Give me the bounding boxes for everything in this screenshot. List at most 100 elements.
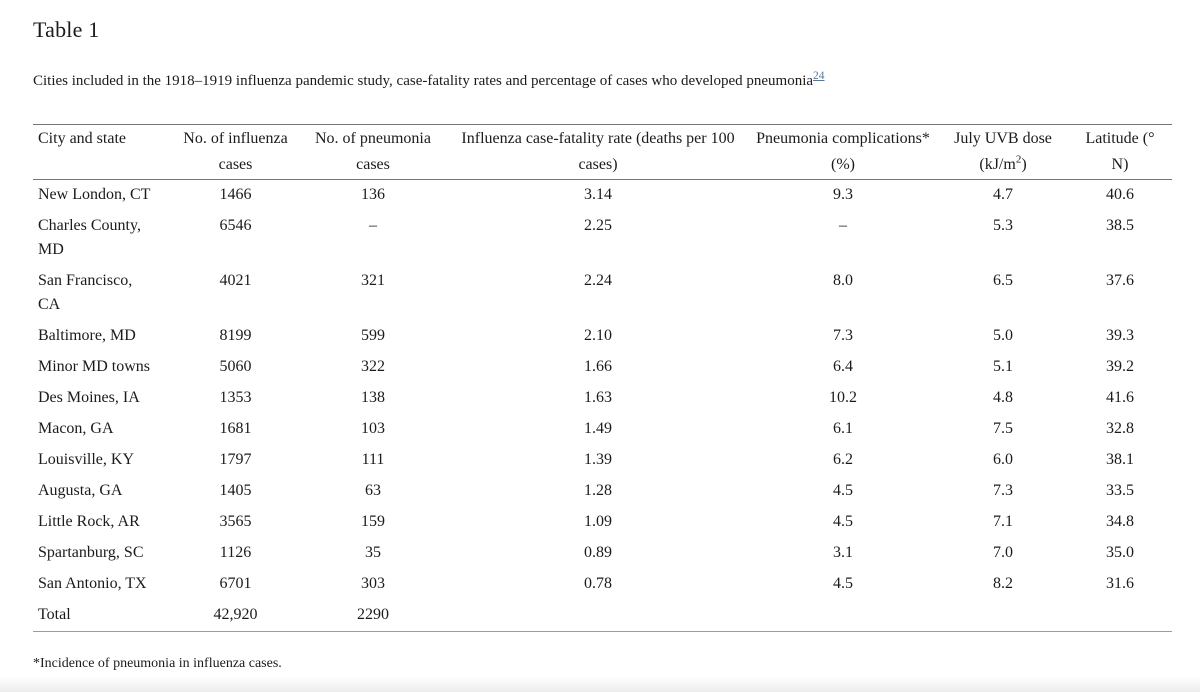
caption-reference-link[interactable]: 24 [813,70,825,82]
value-cell: 4.7 [993,186,1013,203]
column-header: July UVB dose (kJ/m2) [954,130,1052,173]
value-cell: 34.8 [1106,513,1134,530]
value-cell [938,600,1068,632]
value-cell: 159 [361,513,385,530]
column-header: Latitude (° N) [1085,130,1155,173]
value-cell: – [369,217,377,234]
table-row: Little Rock, AR 3565 159 1.09 4.5 7.1 34.8 [33,507,1172,538]
value-cell: 1797 [219,451,252,468]
value-cell: 1.49 [584,420,612,437]
value-cell: 1.09 [584,513,612,530]
page-content: Table 1 Cities included in the 1918–1919… [33,17,1172,671]
value-cell: 1.28 [584,482,612,499]
value-cell: 322 [361,358,385,375]
value-cell: 35.0 [1106,544,1134,561]
value-cell: 5.3 [993,217,1013,234]
value-cell: 32.8 [1106,420,1134,437]
value-cell: 7.3 [993,482,1013,499]
table-row: San Antonio, TX 6701 303 0.78 4.5 8.2 31.6 [33,569,1172,600]
column-header: No. of pneumonia cases [315,130,431,173]
value-cell: 6546 [219,217,252,234]
column-header: No. of influenza cases [183,130,288,173]
value-cell: 4.5 [833,575,853,592]
city-cell: San Antonio, TX [38,575,147,592]
value-cell: 1405 [219,482,252,499]
value-cell: 4021 [219,272,252,289]
value-cell: 31.6 [1106,575,1134,592]
city-cell: San Francisco, CA [38,272,133,313]
city-cell: Baltimore, MD [38,327,136,344]
value-cell: 3.14 [584,186,612,203]
value-cell: 2.24 [584,272,612,289]
value-cell: 1.39 [584,451,612,468]
value-cell: 136 [361,186,385,203]
value-cell: 138 [361,389,385,406]
data-table: City and state No. of influenza cases No. … [33,124,1172,632]
city-cell: New London, CT [38,186,151,203]
value-cell: 4.8 [993,389,1013,406]
table-row: Charles County, MD 6546 – 2.25 – 5.3 38.5 [33,211,1172,266]
value-cell: 6701 [219,575,252,592]
table-row: Spartanburg, SC 1126 35 0.89 3.1 7.0 35.0 [33,538,1172,569]
value-cell: 38.1 [1106,451,1134,468]
column-header: Pneumonia complications* (%) [756,130,930,173]
value-cell: 6.1 [833,420,853,437]
value-cell: 4.5 [833,513,853,530]
city-cell: Louisville, KY [38,451,134,468]
value-cell: 8199 [219,327,252,344]
value-cell: 41.6 [1106,389,1134,406]
value-cell: 63 [365,482,381,499]
value-cell: 0.89 [584,544,612,561]
value-cell: 321 [361,272,385,289]
value-cell: 42,920 [213,606,258,623]
value-cell: 1.63 [584,389,612,406]
city-cell: Macon, GA [38,420,114,437]
city-cell: Total [38,606,71,623]
value-cell: 6.0 [993,451,1013,468]
value-cell: 7.0 [993,544,1013,561]
value-cell: 8.2 [993,575,1013,592]
caption-reference-sup: 24 [813,68,825,82]
table-row: Total 42,920 2290 [33,600,1172,632]
value-cell [748,600,938,632]
value-cell: 35 [365,544,381,561]
value-cell: 40.6 [1106,186,1134,203]
city-cell: Des Moines, IA [38,389,140,406]
value-cell [1068,600,1172,632]
value-cell: 6.4 [833,358,853,375]
value-cell: 6.2 [833,451,853,468]
table-row: New London, CT 1466 136 3.14 9.3 4.7 40.6 [33,180,1172,212]
city-cell: Little Rock, AR [38,513,140,530]
column-header: City and state [38,130,126,147]
table-caption: Cities included in the 1918–1919 influen… [33,66,1172,91]
city-cell: Spartanburg, SC [38,544,144,561]
value-cell: 2.25 [584,217,612,234]
table-row: San Francisco, CA 4021 321 2.24 8.0 6.5 37.6 [33,266,1172,321]
value-cell: 8.0 [833,272,853,289]
value-cell: 599 [361,327,385,344]
table-row: Louisville, KY 1797 111 1.39 6.2 6.0 38.1 [33,445,1172,476]
value-cell: 33.5 [1106,482,1134,499]
page-title: Table 1 [33,17,100,42]
value-cell: 38.5 [1106,217,1134,234]
value-cell: 37.6 [1106,272,1134,289]
value-cell: 303 [361,575,385,592]
value-cell: 3.1 [833,544,853,561]
value-cell: 9.3 [833,186,853,203]
table-row: Macon, GA 1681 103 1.49 6.1 7.5 32.8 [33,414,1172,445]
value-cell: 6.5 [993,272,1013,289]
value-cell: 7.5 [993,420,1013,437]
value-cell: 7.1 [993,513,1013,530]
value-cell: – [839,217,847,234]
table-row: Des Moines, IA 1353 138 1.63 10.2 4.8 41.6 [33,383,1172,414]
table-row: Augusta, GA 1405 63 1.28 4.5 7.3 33.5 [33,476,1172,507]
value-cell: 1681 [219,420,252,437]
value-cell: 10.2 [829,389,857,406]
table-header-row: City and state No. of influenza cases No. … [33,125,1172,180]
caption-text: Cities included in the 1918–1919 influen… [33,73,814,89]
column-header: Influenza case-fatality rate (deaths per… [461,130,735,173]
value-cell: 103 [361,420,385,437]
value-cell: 5.1 [993,358,1013,375]
city-cell: Augusta, GA [38,482,123,499]
value-cell: 39.3 [1106,327,1134,344]
